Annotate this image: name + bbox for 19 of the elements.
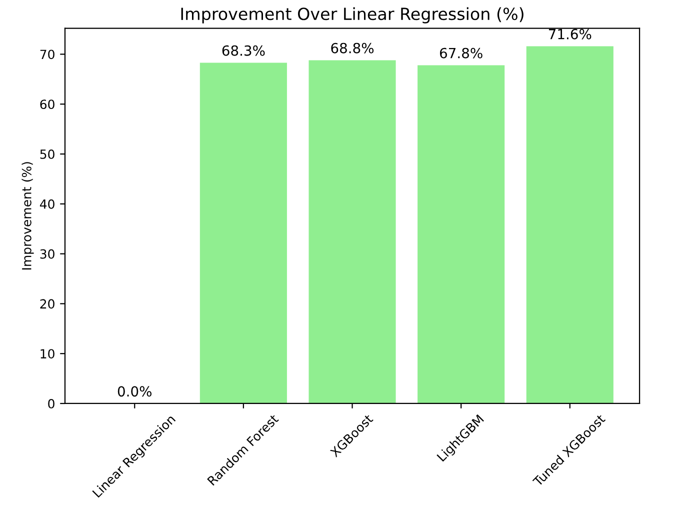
bar xyxy=(200,62,287,404)
bar xyxy=(418,65,505,404)
data-label: 71.6% xyxy=(548,28,592,40)
data-label: 0.0% xyxy=(118,386,152,397)
y-tick-label: 20 xyxy=(40,299,54,309)
data-label: 67.8% xyxy=(440,48,482,58)
y-tick-label: 50 xyxy=(40,149,54,159)
data-label: 68.3% xyxy=(222,45,265,56)
chart-title: Improvement Over Linear Regression (%) xyxy=(181,7,524,24)
y-tick-label: 10 xyxy=(40,349,54,359)
y-axis-title: Improvement (%) xyxy=(22,162,34,270)
y-tick-label: 0 xyxy=(48,398,54,408)
y-tick-label: 60 xyxy=(40,100,54,110)
bar xyxy=(308,60,396,404)
y-tick-label: 30 xyxy=(40,249,54,259)
data-label: 68.8% xyxy=(331,42,374,54)
y-tick-label: 70 xyxy=(40,50,54,60)
bar xyxy=(526,46,614,404)
y-tick-label: 40 xyxy=(40,199,54,209)
